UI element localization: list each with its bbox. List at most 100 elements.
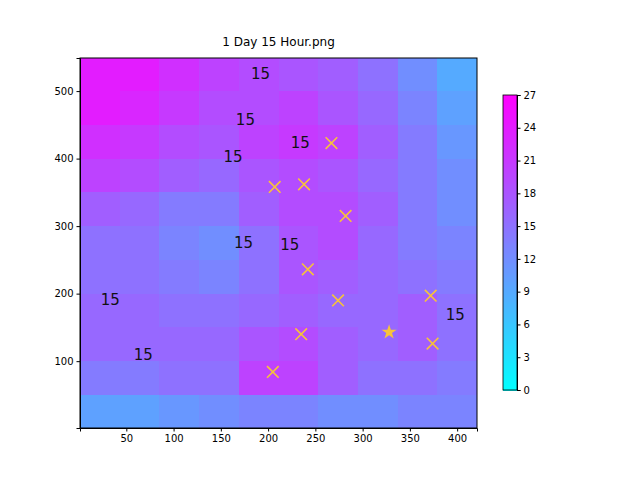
tick-mark (517, 95, 521, 96)
annotations: 151515151515151515 (101, 65, 465, 363)
cell (318, 225, 358, 259)
tick: 15 (517, 221, 536, 232)
cell (120, 360, 160, 394)
contour-label: 15 (234, 234, 253, 252)
cell (80, 394, 120, 428)
cell (358, 394, 398, 428)
axis-line (518, 96, 521, 391)
tick-mark (517, 390, 521, 391)
cell (398, 90, 438, 124)
background (0, 0, 640, 480)
cell (199, 327, 239, 361)
cell (120, 124, 160, 158)
plot-frame (80, 58, 477, 428)
tick-label: 15 (524, 221, 537, 232)
cell (159, 394, 199, 428)
cell (199, 58, 239, 91)
marker (332, 295, 344, 307)
cell (80, 225, 120, 259)
cell (80, 124, 120, 158)
tick-mark (517, 226, 521, 227)
cell (159, 158, 199, 192)
tick-label: 9 (524, 286, 530, 297)
cell (120, 394, 160, 428)
cell (358, 158, 398, 192)
cell (398, 394, 438, 428)
cell (279, 192, 319, 226)
contour-label: 15 (251, 65, 270, 83)
cell (398, 225, 438, 259)
marker (326, 137, 338, 149)
cell (437, 360, 477, 394)
tick: 250 (306, 428, 325, 444)
cell (80, 259, 120, 293)
marker (427, 338, 439, 350)
tick: 200 (54, 288, 80, 299)
cell (358, 225, 398, 259)
marker (298, 178, 310, 190)
cell (279, 259, 319, 293)
cell (398, 58, 438, 91)
tick: 100 (54, 356, 80, 367)
cell (398, 259, 438, 293)
tick-label: 21 (524, 155, 537, 166)
tick-label: 12 (524, 254, 537, 265)
cell (199, 394, 239, 428)
tick-mark (174, 428, 175, 432)
plot-area (80, 58, 477, 428)
tick-mark (517, 128, 521, 129)
y-axis: 100200300400500 (54, 59, 80, 429)
contour-label: 15 (224, 148, 243, 166)
tick: 21 (517, 155, 536, 166)
colorbar-swatch (503, 95, 517, 98)
tick-mark (315, 428, 316, 432)
tick: 3 (517, 352, 530, 363)
contour-label: 15 (291, 134, 310, 152)
cell (80, 90, 120, 124)
cell (199, 90, 239, 124)
cell (239, 192, 279, 226)
cell (358, 293, 398, 327)
tick-label: 0 (524, 385, 530, 396)
cell (239, 124, 279, 158)
marker (382, 324, 397, 338)
cell (120, 293, 160, 327)
cell (318, 90, 358, 124)
cell (279, 394, 319, 428)
cell (159, 225, 199, 259)
cell (199, 360, 239, 394)
cell (398, 192, 438, 226)
cell (437, 124, 477, 158)
cell (159, 293, 199, 327)
cell (318, 360, 358, 394)
cell (318, 192, 358, 226)
cell (437, 192, 477, 226)
cell (199, 192, 239, 226)
cell (398, 327, 438, 361)
cell (120, 90, 160, 124)
cell (239, 327, 279, 361)
cell (159, 192, 199, 226)
marker (267, 366, 279, 378)
cell (318, 293, 358, 327)
cell (159, 58, 199, 91)
marker (340, 210, 352, 222)
cell (199, 259, 239, 293)
tick-label: 100 (54, 356, 73, 367)
cell (159, 327, 199, 361)
axis-line (77, 59, 81, 429)
cell (120, 259, 160, 293)
cell (398, 124, 438, 158)
tick: 100 (165, 428, 184, 444)
cell (159, 259, 199, 293)
cell (318, 259, 358, 293)
cell (239, 58, 279, 91)
cell (159, 360, 199, 394)
tick: 12 (517, 254, 536, 265)
cell (398, 293, 438, 327)
tick-label: 200 (54, 288, 73, 299)
cell (398, 360, 438, 394)
tick-mark (77, 91, 81, 92)
cell (358, 124, 398, 158)
axis-line (81, 429, 478, 432)
